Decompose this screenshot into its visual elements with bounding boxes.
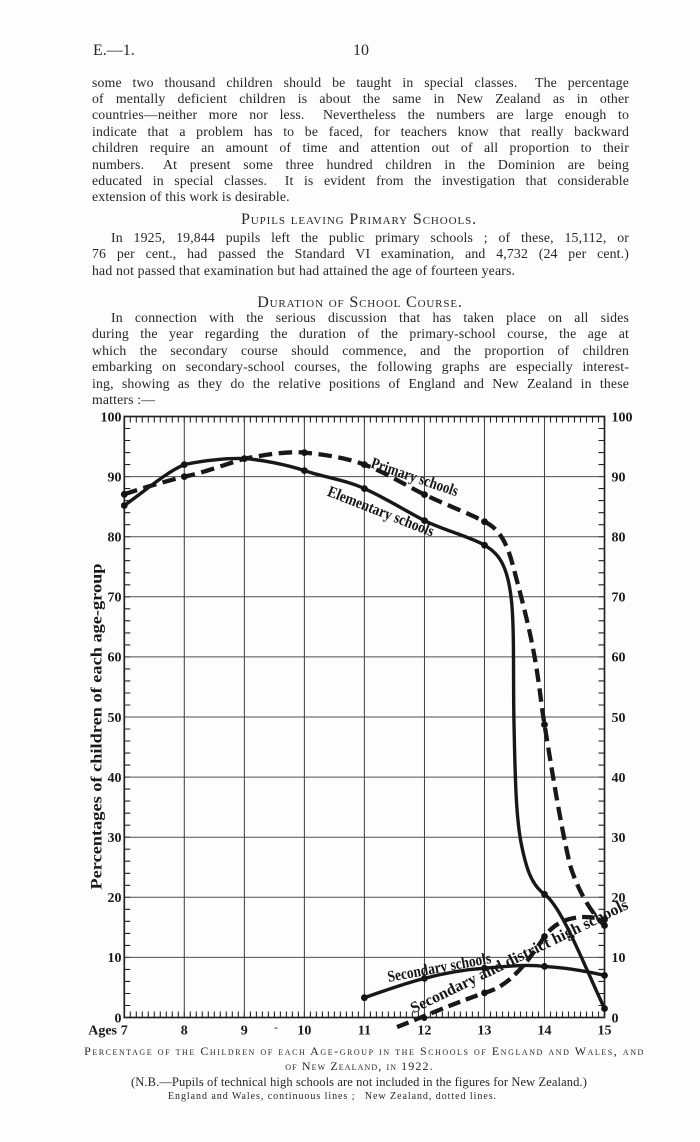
svg-text:70: 70	[612, 591, 626, 606]
svg-text:15: 15	[598, 1024, 612, 1039]
svg-text:10: 10	[108, 951, 122, 966]
svg-text:Secondary and district high sc: Secondary and district high schools	[408, 897, 631, 1017]
svg-text:Ages: Ages	[88, 1024, 117, 1039]
svg-text:80: 80	[108, 531, 122, 546]
svg-text:80: 80	[612, 531, 626, 546]
svg-text:12: 12	[417, 1024, 431, 1039]
svg-text:60: 60	[612, 651, 626, 666]
svg-text:7: 7	[121, 1024, 128, 1039]
svg-text:40: 40	[108, 771, 122, 786]
svg-text:-: -	[274, 1020, 278, 1034]
svg-text:30: 30	[612, 831, 626, 846]
svg-text:70: 70	[108, 591, 122, 606]
svg-text:60: 60	[108, 651, 122, 666]
svg-text:100: 100	[612, 410, 633, 425]
svg-text:10: 10	[297, 1024, 311, 1039]
svg-text:50: 50	[612, 711, 626, 726]
svg-text:8: 8	[181, 1024, 188, 1039]
svg-text:0: 0	[115, 1011, 122, 1026]
svg-text:40: 40	[612, 771, 626, 786]
svg-text:50: 50	[108, 711, 122, 726]
svg-text:10: 10	[612, 951, 626, 966]
svg-text:14: 14	[538, 1024, 552, 1039]
svg-text:9: 9	[241, 1024, 248, 1039]
svg-text:100: 100	[101, 410, 122, 425]
svg-text:20: 20	[108, 891, 122, 906]
svg-text:11: 11	[358, 1024, 371, 1039]
svg-text:20: 20	[612, 891, 626, 906]
svg-text:90: 90	[108, 470, 122, 485]
svg-text:30: 30	[108, 831, 122, 846]
svg-text:90: 90	[612, 470, 626, 485]
svg-text:13: 13	[477, 1024, 491, 1039]
svg-text:0: 0	[612, 1011, 619, 1026]
svg-text:Percentages of children of eac: Percentages of children of each age-grou…	[89, 564, 106, 890]
svg-text:Primary schools: Primary schools	[369, 455, 461, 500]
